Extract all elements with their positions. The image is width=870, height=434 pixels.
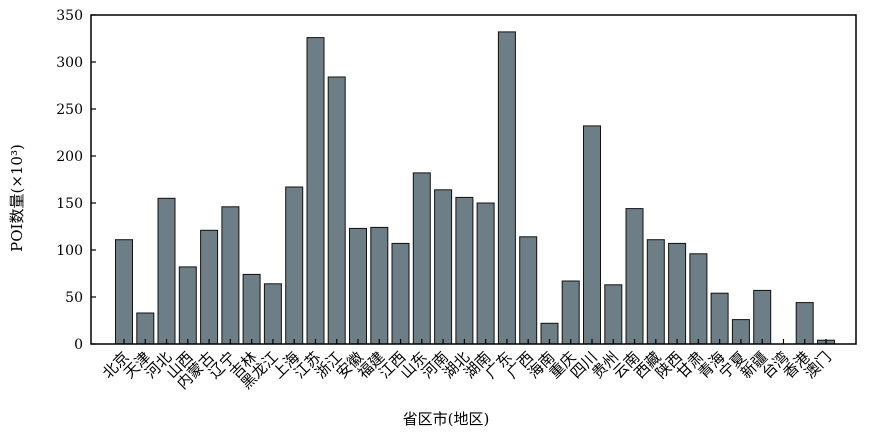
- bar-云南: [625, 208, 644, 345]
- bar-河南: [434, 189, 453, 345]
- bar-广西: [519, 236, 538, 345]
- bar-香港: [795, 302, 814, 345]
- y-tick-label: 100: [56, 243, 83, 259]
- bar-吉林: [242, 273, 261, 345]
- bar-贵州: [604, 284, 623, 345]
- x-axis-label: 省区市(地区): [403, 410, 490, 428]
- bar-浙江: [327, 76, 346, 345]
- bar-江苏: [306, 37, 325, 345]
- bar-黑龙江: [263, 283, 282, 345]
- bar-辽宁: [221, 206, 240, 345]
- y-tick-label: 300: [56, 55, 83, 71]
- bar-山西: [178, 266, 197, 345]
- bar-广东: [497, 31, 516, 345]
- x-tick-label: 澳门: [801, 348, 835, 382]
- plot-area: 050100150200250300350北京天津河北山西内蒙古辽宁吉林黑龙江上…: [56, 8, 857, 393]
- y-axis-label: POI数量(×10³): [8, 144, 26, 252]
- bar-重庆: [561, 280, 580, 345]
- bar-陕西: [668, 242, 687, 345]
- bar-河北: [157, 197, 176, 345]
- bar-北京: [115, 239, 133, 345]
- bar-江西: [391, 242, 410, 345]
- bar-新疆: [753, 289, 772, 345]
- plot-frame: [90, 14, 857, 345]
- bar-西藏: [646, 239, 665, 345]
- y-tick-label: 200: [56, 149, 83, 165]
- y-tick-label: 150: [56, 196, 83, 212]
- y-tick-label: 350: [56, 8, 83, 24]
- y-tick-label: 50: [65, 290, 83, 306]
- y-tick-label: 250: [56, 102, 83, 118]
- bar-四川: [583, 125, 601, 345]
- bar-内蒙古: [200, 229, 219, 345]
- y-tick-label: 0: [74, 337, 83, 353]
- bar-青海: [710, 292, 729, 345]
- bar-福建: [370, 226, 389, 345]
- bar-安徽: [349, 227, 367, 345]
- bar-湖北: [455, 196, 474, 345]
- bar-湖南: [476, 202, 495, 345]
- bar-山东: [412, 172, 431, 345]
- bar-上海: [285, 186, 304, 345]
- bar-甘肃: [689, 253, 708, 345]
